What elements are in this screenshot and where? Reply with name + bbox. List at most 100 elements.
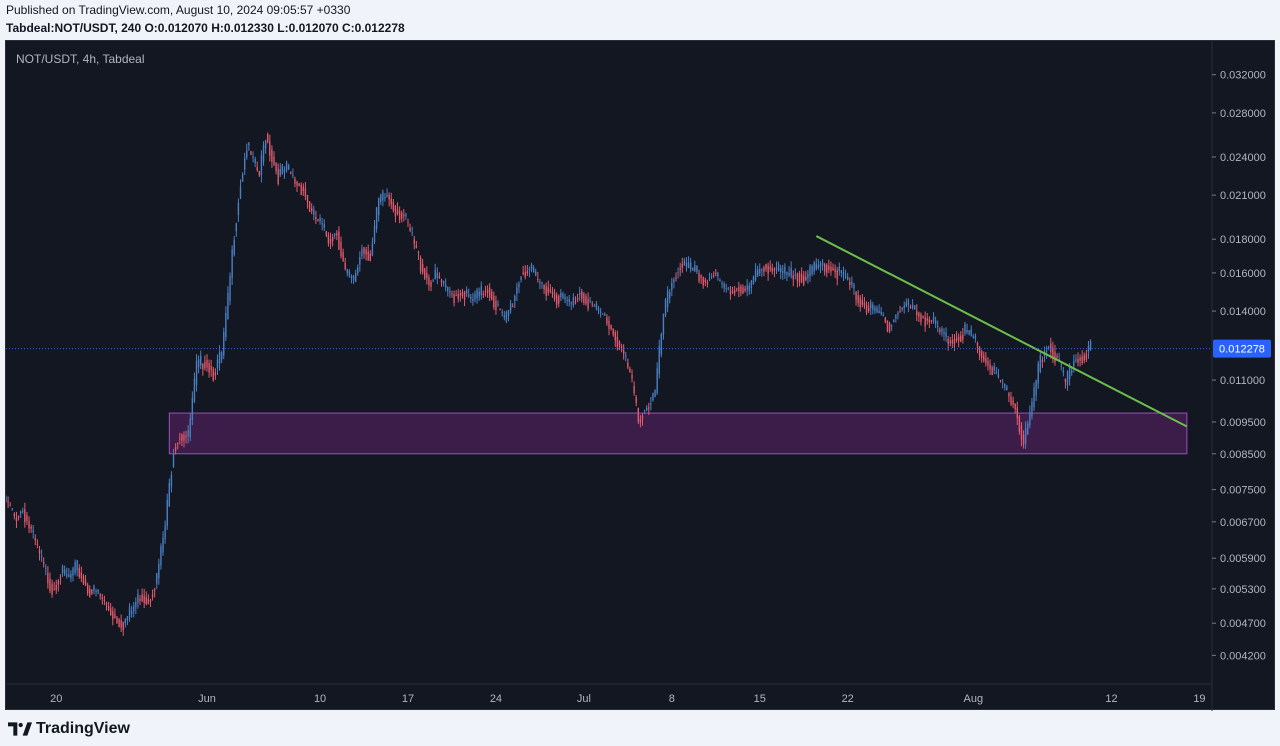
candle-body (398, 210, 401, 220)
candle-body (340, 241, 342, 257)
candle-body (260, 155, 263, 176)
candle-body (819, 263, 822, 267)
candle-body (197, 359, 200, 368)
candle-body (375, 207, 378, 229)
candle-body (225, 313, 227, 338)
candle-body (1047, 347, 1050, 349)
candle-body (499, 309, 501, 311)
candle-body (694, 265, 696, 272)
candle-body (401, 212, 403, 219)
candle-body (1004, 384, 1006, 387)
candle-body (518, 283, 520, 287)
candle-body (972, 336, 975, 338)
candle-body (70, 573, 72, 579)
candle-body (553, 293, 556, 300)
candle-body (243, 158, 246, 170)
candle-body (1031, 402, 1033, 417)
candle-body (752, 276, 755, 284)
candle-body (930, 320, 933, 322)
candle-body (964, 324, 966, 334)
candle-body (193, 378, 196, 403)
candle-body (1035, 379, 1037, 396)
candle-body (524, 272, 526, 278)
candle-body (777, 264, 780, 272)
candle-body (187, 430, 189, 437)
candle-body (310, 208, 313, 211)
candle-body (11, 508, 13, 510)
candle-body (218, 351, 221, 364)
candle-body (509, 303, 512, 312)
candle-body (19, 511, 22, 514)
candle-body (1001, 382, 1004, 384)
candle-body (208, 363, 210, 373)
candle-body (798, 272, 801, 283)
candle-body (331, 237, 334, 242)
time-axis[interactable]: 20 Jun 10 17 24 Jul 8 15 22 Aug 12 19 (50, 693, 1205, 705)
candle-body (522, 272, 524, 275)
candle-body (1089, 341, 1092, 351)
candle-body (162, 537, 164, 553)
candle-body (367, 251, 369, 261)
candle-body (179, 438, 181, 440)
price-tick-label: 0.024000 (1220, 152, 1266, 164)
price-axis[interactable]: 0.032000 0.028000 0.024000 0.021000 0.018000… (1212, 70, 1266, 663)
candle-body (874, 307, 876, 312)
candle-body (220, 352, 223, 360)
candle-body (231, 249, 233, 278)
candle-body (396, 209, 399, 215)
candle-body (488, 287, 491, 298)
trendline[interactable] (815, 235, 1188, 428)
support-zone[interactable] (168, 412, 1188, 455)
candle-body (122, 621, 124, 631)
candle-body (989, 364, 991, 370)
candle-body (719, 280, 721, 282)
candle-body (1079, 357, 1081, 361)
candle-body (857, 295, 859, 304)
candle-body (486, 289, 489, 293)
candle-body (442, 280, 445, 284)
candle-body (872, 304, 874, 310)
candle-body (650, 403, 652, 405)
candle-body (160, 546, 162, 566)
candle-body (342, 252, 344, 261)
candle-body (658, 346, 660, 374)
candle-body (411, 232, 413, 234)
candle-body (1077, 358, 1079, 363)
current-price-badge[interactable] (1213, 339, 1271, 358)
candle-body (648, 407, 650, 409)
candle-body (141, 594, 143, 601)
candle-body (1083, 355, 1085, 361)
candle-body (625, 355, 627, 357)
candle-body (202, 363, 204, 370)
candle-body (773, 269, 776, 271)
chart-frame[interactable]: NOT/USDT, 4h, Tabdeal 0.032000 0.028000 0.… (5, 40, 1276, 711)
candle-body (1029, 412, 1031, 426)
candle-body (474, 293, 476, 300)
candle-body (407, 222, 409, 224)
candle-body (997, 374, 1000, 377)
candle-body (593, 305, 596, 307)
candle-body (968, 330, 970, 334)
candle-body (805, 276, 807, 280)
candle-body (59, 577, 62, 579)
candle-body (346, 269, 348, 273)
candle-body (1039, 355, 1042, 372)
candle-body (740, 285, 742, 293)
candle-body (436, 272, 439, 278)
price-tick-label: 0.016000 (1220, 268, 1266, 280)
price-chart[interactable]: NOT/USDT, 4h, Tabdeal 0.0320000.0280000.… (6, 41, 1276, 711)
candle-body (945, 332, 947, 337)
candle-body (269, 141, 271, 156)
candle-body (384, 196, 386, 199)
candle-body (158, 563, 160, 579)
candle-body (666, 290, 669, 307)
candle-body (40, 555, 43, 557)
candle-body (903, 305, 905, 309)
candle-body (168, 482, 171, 507)
tradingview-footer[interactable]: TradingView (8, 718, 130, 740)
candle-body (616, 336, 619, 348)
candle-body (863, 302, 866, 307)
candle-body (415, 245, 418, 248)
candle-body (545, 286, 547, 297)
candle-body (675, 277, 677, 279)
